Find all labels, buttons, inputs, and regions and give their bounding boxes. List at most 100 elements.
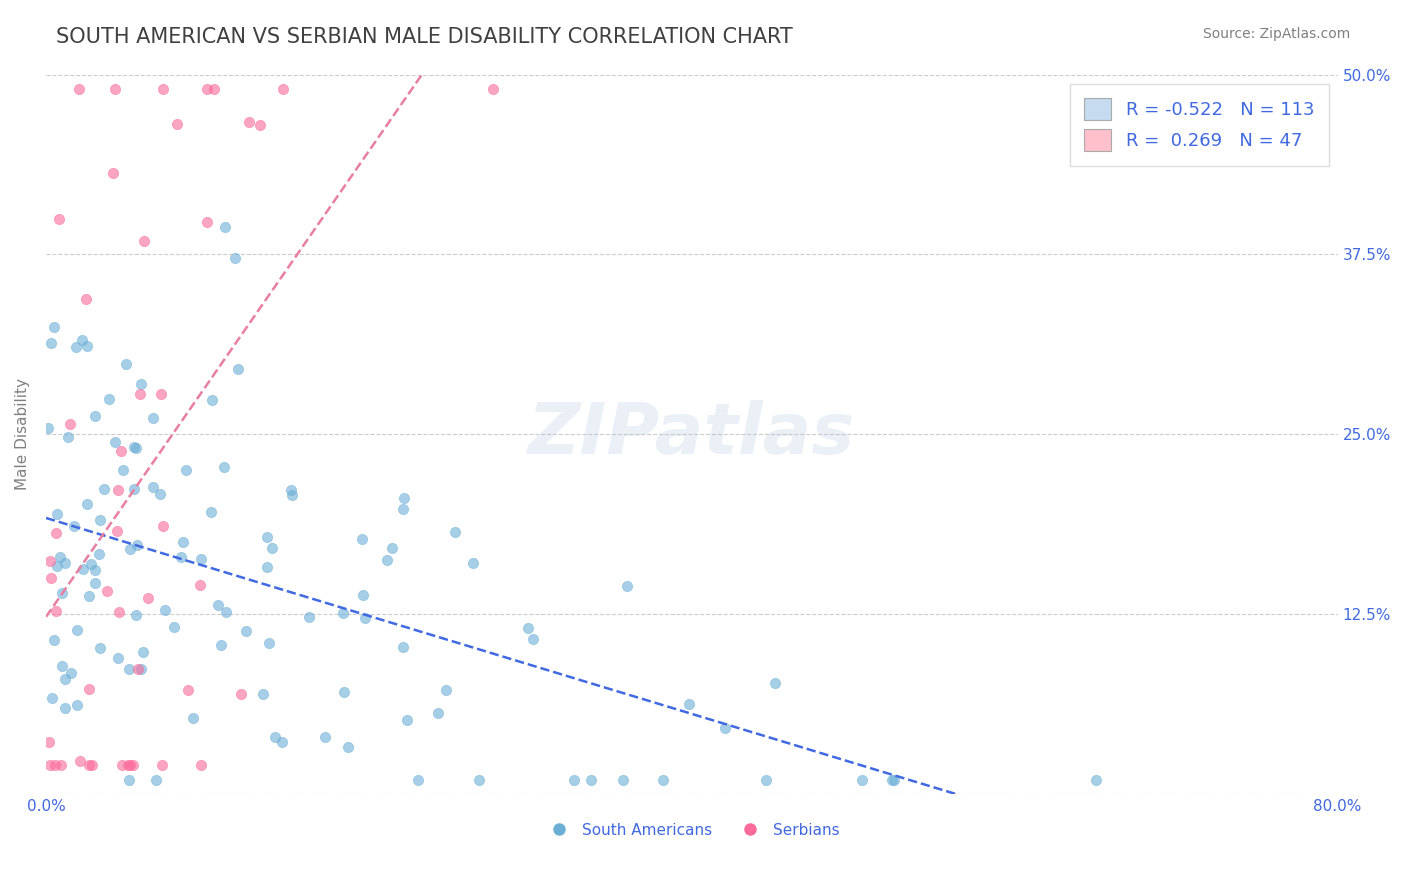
Point xyxy=(75,292,97,306)
Point xyxy=(59,665,82,680)
Point xyxy=(381,541,404,556)
Point xyxy=(37,421,59,435)
Point xyxy=(883,772,905,787)
Point xyxy=(183,710,205,724)
Point xyxy=(87,547,110,561)
Point xyxy=(214,220,236,235)
Point xyxy=(127,538,149,552)
Point xyxy=(44,758,66,772)
Point xyxy=(66,698,89,712)
Text: SOUTH AMERICAN VS SERBIAN MALE DISABILITY CORRELATION CHART: SOUTH AMERICAN VS SERBIAN MALE DISABILIT… xyxy=(56,27,793,46)
Point xyxy=(80,758,103,772)
Point xyxy=(132,645,155,659)
Point xyxy=(152,82,174,96)
Point xyxy=(39,335,62,350)
Point xyxy=(337,740,360,755)
Point xyxy=(408,772,430,787)
Point xyxy=(202,82,225,96)
Point xyxy=(427,706,450,720)
Point xyxy=(195,82,218,96)
Point xyxy=(41,691,63,706)
Point xyxy=(150,387,173,401)
Point xyxy=(49,758,72,772)
Point xyxy=(153,603,176,617)
Point xyxy=(190,758,212,772)
Point xyxy=(392,502,415,516)
Point xyxy=(67,82,90,96)
Point xyxy=(271,82,294,96)
Point xyxy=(110,444,132,458)
Point xyxy=(44,319,66,334)
Point xyxy=(125,441,148,455)
Point xyxy=(612,772,634,787)
Legend: South Americans, Serbians: South Americans, Serbians xyxy=(537,817,846,844)
Point xyxy=(652,772,675,787)
Point xyxy=(149,487,172,501)
Point xyxy=(678,697,700,711)
Point xyxy=(851,772,873,787)
Point xyxy=(46,558,69,573)
Point xyxy=(150,758,173,772)
Point xyxy=(332,606,354,620)
Text: Source: ZipAtlas.com: Source: ZipAtlas.com xyxy=(1202,27,1350,41)
Point xyxy=(209,638,232,652)
Point xyxy=(333,685,356,699)
Point xyxy=(522,632,544,646)
Point xyxy=(51,659,73,673)
Point xyxy=(264,730,287,744)
Point xyxy=(1084,772,1107,787)
Point xyxy=(207,598,229,612)
Point xyxy=(93,483,115,497)
Point xyxy=(176,463,198,477)
Point xyxy=(145,772,167,787)
Point xyxy=(352,532,374,546)
Point xyxy=(231,687,253,701)
Point xyxy=(118,542,141,557)
Point xyxy=(434,682,457,697)
Point xyxy=(215,605,238,619)
Point xyxy=(89,641,111,656)
Point xyxy=(262,541,284,555)
Point xyxy=(129,386,152,401)
Point xyxy=(256,559,278,574)
Point xyxy=(89,513,111,527)
Point xyxy=(481,82,503,96)
Point xyxy=(83,576,105,591)
Point xyxy=(38,554,60,568)
Point xyxy=(125,608,148,623)
Point xyxy=(107,483,129,497)
Point xyxy=(48,211,70,226)
Point xyxy=(163,619,186,633)
Point xyxy=(65,340,87,354)
Point xyxy=(880,772,903,787)
Point xyxy=(755,772,778,787)
Point xyxy=(104,435,127,450)
Point xyxy=(117,758,139,772)
Point xyxy=(212,459,235,474)
Point xyxy=(516,621,538,635)
Point xyxy=(129,376,152,391)
Point xyxy=(252,687,274,701)
Text: ZIPatlas: ZIPatlas xyxy=(529,400,855,469)
Point xyxy=(581,772,603,787)
Point xyxy=(103,166,125,180)
Point xyxy=(190,552,212,566)
Point xyxy=(394,491,416,505)
Point xyxy=(396,713,419,727)
Point xyxy=(72,562,94,576)
Point xyxy=(127,662,149,676)
Point xyxy=(97,392,120,406)
Point xyxy=(111,758,134,772)
Point xyxy=(763,676,786,690)
Point xyxy=(134,234,156,248)
Point xyxy=(226,362,249,376)
Point xyxy=(463,556,485,570)
Point xyxy=(224,251,246,265)
Point xyxy=(122,482,145,496)
Point xyxy=(39,571,62,585)
Point xyxy=(66,623,89,637)
Point xyxy=(118,772,141,787)
Point xyxy=(96,583,118,598)
Point xyxy=(118,662,141,676)
Point xyxy=(111,463,134,477)
